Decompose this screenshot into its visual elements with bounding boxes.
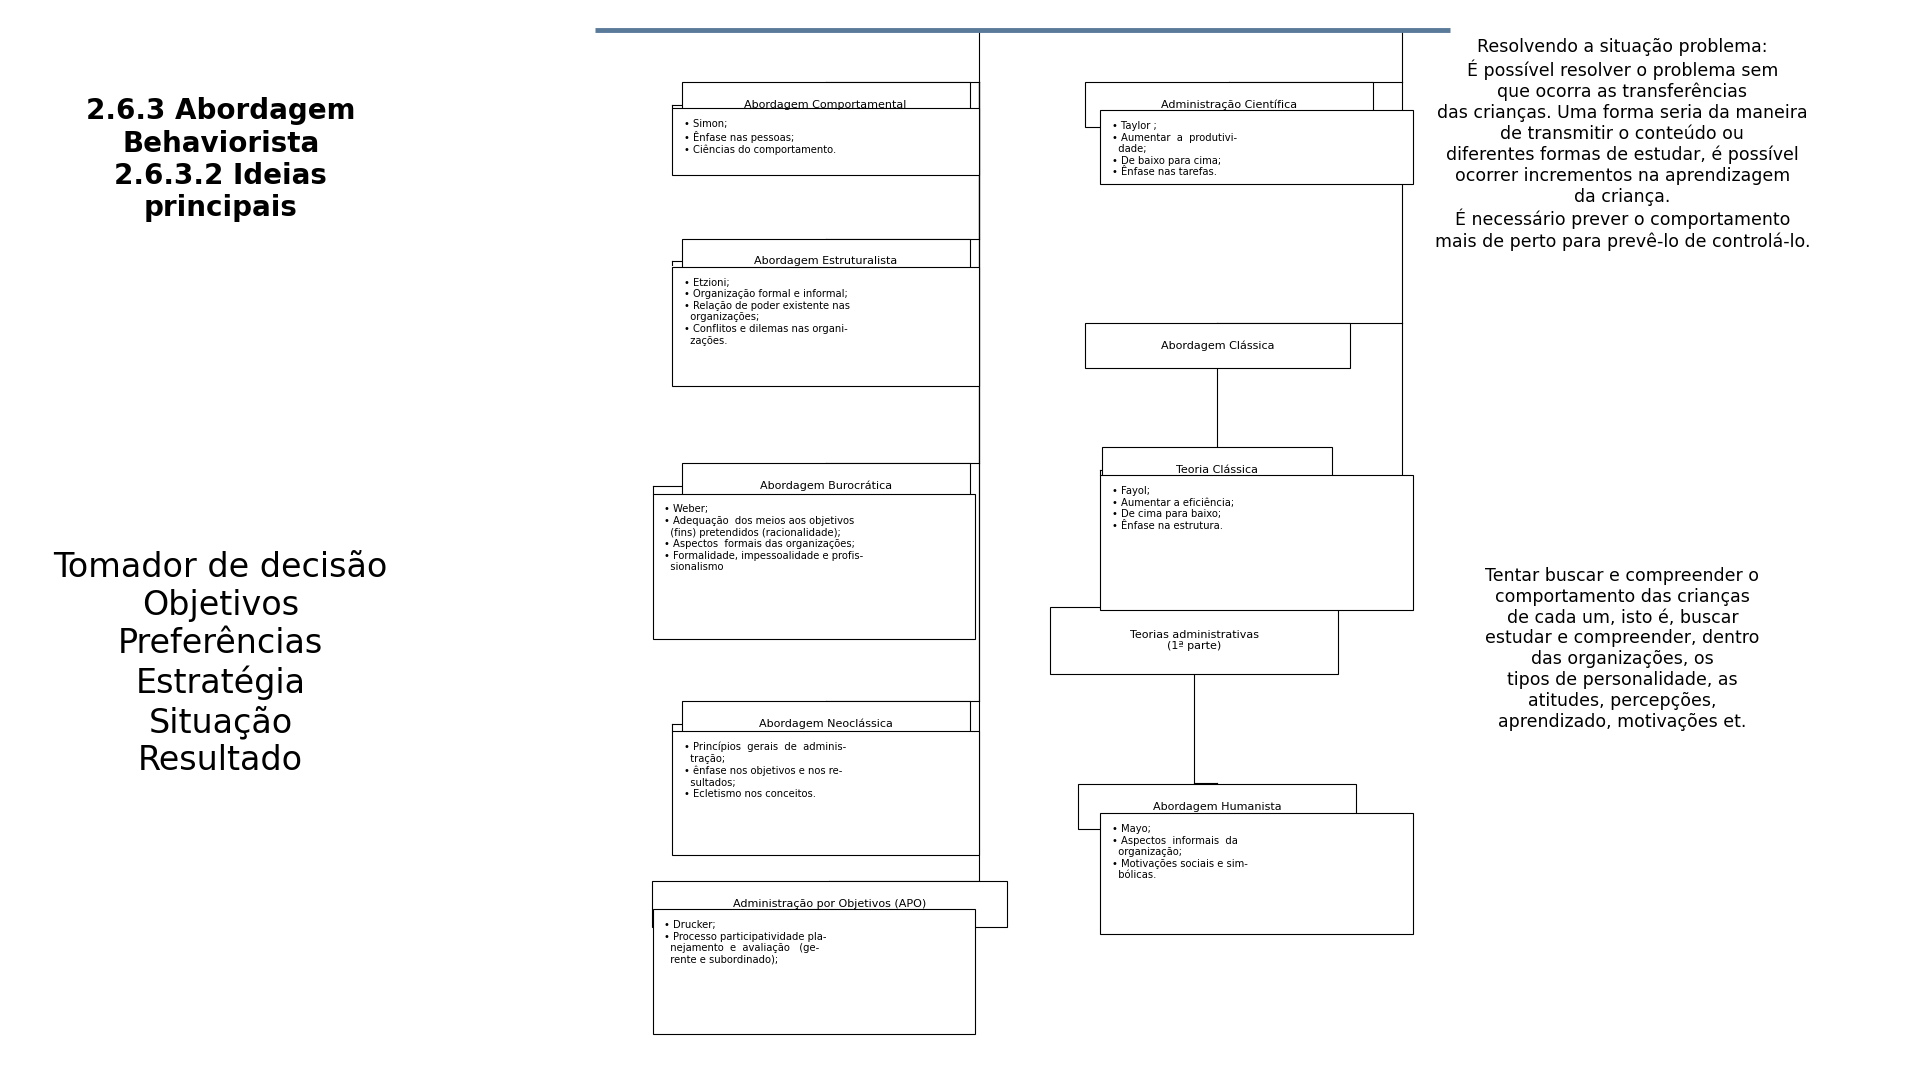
FancyBboxPatch shape <box>672 267 979 386</box>
Text: Administração por Objetivos (APO): Administração por Objetivos (APO) <box>733 899 925 909</box>
FancyBboxPatch shape <box>672 108 979 175</box>
Text: • Simon;
• Ênfase nas pessoas;
• Ciências do comportamento.: • Simon; • Ênfase nas pessoas; • Ciência… <box>684 119 835 156</box>
Text: Abordagem Neoclássica: Abordagem Neoclássica <box>758 718 893 729</box>
Text: • Fayol;
• Aumentar a eficiência;
• De cima para baixo;
• Ênfase na estrutura.: • Fayol; • Aumentar a eficiência; • De c… <box>1112 486 1235 530</box>
FancyBboxPatch shape <box>682 239 970 284</box>
Text: • Princípios  gerais  de  adminis-
  tração;
• ênfase nos objetivos e nos re-
  : • Princípios gerais de adminis- tração; … <box>684 742 847 799</box>
FancyBboxPatch shape <box>672 731 979 855</box>
Text: Administração Científica: Administração Científica <box>1162 99 1296 110</box>
Text: Resolvendo a situação problema:
É possível resolver o problema sem
que ocorra as: Resolvendo a situação problema: É possív… <box>1434 38 1811 251</box>
Text: • Taylor ;
• Aumentar  a  produtivi-
  dade;
• De baixo para cima;
• Ênfase nas : • Taylor ; • Aumentar a produtivi- dade;… <box>1112 121 1236 177</box>
Text: Teoria Clássica: Teoria Clássica <box>1177 464 1258 475</box>
Text: Teorias administrativas
(1ª parte): Teorias administrativas (1ª parte) <box>1129 630 1260 651</box>
Text: Abordagem Clássica: Abordagem Clássica <box>1160 340 1275 351</box>
FancyBboxPatch shape <box>1100 110 1413 184</box>
FancyBboxPatch shape <box>682 701 970 746</box>
FancyBboxPatch shape <box>1085 82 1373 127</box>
FancyBboxPatch shape <box>1085 323 1350 368</box>
FancyBboxPatch shape <box>653 909 975 1034</box>
Text: • Weber;
• Adequação  dos meios aos objetivos
  (fins) pretendidos (racionalidad: • Weber; • Adequação dos meios aos objet… <box>664 504 864 572</box>
Text: Tomador de decisão
Objetivos
Preferências
Estratégia
Situação
Resultado: Tomador de decisão Objetivos Preferência… <box>54 551 388 778</box>
Text: 2.6.3 Abordagem
Behaviorista
2.6.3.2 Ideias
principais: 2.6.3 Abordagem Behaviorista 2.6.3.2 Ide… <box>86 97 355 222</box>
FancyBboxPatch shape <box>1079 784 1356 829</box>
FancyBboxPatch shape <box>653 881 1006 927</box>
Text: Abordagem Comportamental: Abordagem Comportamental <box>745 99 906 110</box>
FancyBboxPatch shape <box>1050 607 1338 674</box>
FancyBboxPatch shape <box>682 463 970 509</box>
Text: Abordagem Humanista: Abordagem Humanista <box>1154 801 1281 812</box>
FancyBboxPatch shape <box>1100 475 1413 610</box>
Text: • Drucker;
• Processo participatividade pla-
  nejamento  e  avaliação   (ge-
  : • Drucker; • Processo participatividade … <box>664 920 828 964</box>
FancyBboxPatch shape <box>682 82 970 127</box>
FancyBboxPatch shape <box>1100 813 1413 934</box>
Text: • Etzioni;
• Organização formal e informal;
• Relação de poder existente nas
  o: • Etzioni; • Organização formal e inform… <box>684 278 849 346</box>
Text: • Mayo;
• Aspectos  informais  da
  organização;
• Motivações sociais e sim-
  b: • Mayo; • Aspectos informais da organiza… <box>1112 824 1248 880</box>
Text: Tentar buscar e compreender o
comportamento das crianças
de cada um, isto é, bus: Tentar buscar e compreender o comportame… <box>1486 567 1759 730</box>
Text: Abordagem Burocrática: Abordagem Burocrática <box>760 481 891 491</box>
FancyBboxPatch shape <box>1102 447 1332 492</box>
Text: Abordagem Estruturalista: Abordagem Estruturalista <box>755 256 897 267</box>
FancyBboxPatch shape <box>653 494 975 639</box>
